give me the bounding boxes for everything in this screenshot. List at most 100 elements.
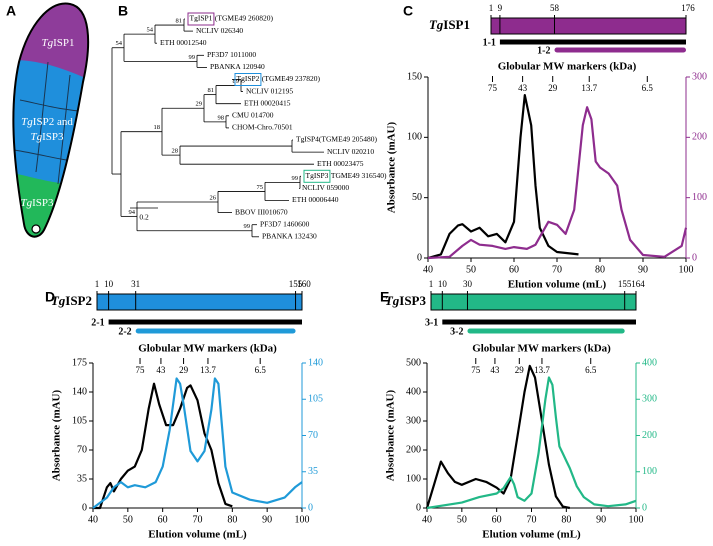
mw-label: 43: [518, 83, 528, 93]
y2-tick-label: 100: [642, 466, 657, 477]
x-tick-label: 100: [629, 514, 644, 525]
mw-label: 75: [471, 365, 481, 375]
cell-label: TgISP2 and: [21, 116, 73, 128]
y-tick-label: 140: [72, 386, 87, 397]
y-axis-title: Absorbance (mAU): [385, 389, 397, 481]
y-tick-label: 70: [77, 444, 87, 455]
bootstrap-value: 99: [244, 223, 251, 230]
panel-label: D: [45, 289, 55, 305]
x-tick-label: 70: [193, 514, 203, 525]
leaf-label: ETH 00006440: [292, 195, 339, 204]
y-tick-label: 105: [72, 415, 87, 426]
mw-label: 13.7: [534, 365, 550, 375]
x-tick-label: 60: [509, 264, 519, 275]
bootstrap-value: 28: [172, 148, 179, 155]
y-axis-title: Absorbance (mAU): [386, 121, 398, 213]
construct-label: 2-2: [118, 326, 131, 337]
protein-tick-label: 58: [550, 3, 560, 13]
x-tick-label: 70: [527, 514, 537, 525]
y-tick-label: 100: [407, 132, 422, 143]
cell-outline: [12, 2, 90, 238]
leaf-label: PBANKA 120940: [210, 62, 265, 71]
protein-tick-label: 9: [498, 3, 503, 13]
x-tick-label: 40: [422, 514, 432, 525]
mw-title: Globular MW markers (kDa): [498, 61, 637, 73]
leaf-label: ETH 00012540: [160, 38, 207, 47]
y2-tick-label: 200: [642, 430, 657, 441]
basal-complex: [31, 224, 41, 234]
leaf-box: [187, 12, 215, 26]
mw-title: Globular MW markers (kDa): [138, 343, 277, 355]
y-tick-label: 0: [82, 502, 87, 513]
bootstrap-value: 54: [116, 40, 123, 47]
y2-tick-label: 400: [642, 357, 657, 368]
series-line: [426, 376, 637, 510]
construct-bar: [135, 328, 296, 334]
protein-tick-label: 30: [463, 279, 473, 289]
leaf-label: (TGME49 260820): [215, 14, 274, 23]
y2-tick-label: 35: [308, 466, 318, 477]
x-tick-label: 50: [123, 514, 133, 525]
protein-tick-label: 155: [289, 279, 303, 289]
leaf-label: BBOV III010670: [235, 207, 288, 216]
y-tick-label: 300: [406, 415, 421, 426]
y-tick-label: 400: [406, 386, 421, 397]
x-tick-label: 50: [466, 264, 476, 275]
bootstrap-value: 99: [292, 175, 299, 182]
leaf-label: CMU 014700: [232, 111, 274, 120]
x-tick-label: 60: [492, 514, 502, 525]
mw-label: 29: [179, 365, 189, 375]
leaf-label: CHOM-Chro.70501: [232, 123, 293, 132]
protein-bar: [490, 17, 687, 35]
leaf-box: [234, 73, 262, 86]
protein-name: TgISP2: [51, 293, 92, 308]
y-tick-label: 50: [412, 192, 422, 203]
x-tick-label: 90: [638, 264, 648, 275]
mw-title: Globular MW markers (kDa): [472, 343, 611, 355]
mw-label: 6.5: [642, 83, 654, 93]
leaf-label: (TGME49 237820): [262, 74, 321, 83]
mw-label: 29: [515, 365, 525, 375]
leaf-label: TgISP1: [190, 14, 213, 23]
y2-tick-label: 140: [308, 357, 323, 368]
x-tick-label: 100: [295, 514, 310, 525]
mw-label: 75: [136, 365, 146, 375]
y-tick-label: 100: [406, 473, 421, 484]
bootstrap-value: 99: [189, 54, 196, 61]
leaf-label: TGME49 316540): [331, 171, 387, 180]
bootstrap-value: 94: [129, 209, 136, 216]
construct-label: 1-2: [537, 45, 550, 56]
protein-tick-label: 1: [489, 3, 494, 13]
bootstrap-value: 81: [176, 18, 183, 25]
y2-tick-label: 0: [692, 252, 697, 263]
x-axis-title: Elution volume (mL): [508, 279, 607, 291]
leaf-label: NCLIV 026340: [196, 26, 243, 35]
panel-label: E: [380, 289, 389, 305]
protein-tick-label: 160: [297, 279, 311, 289]
protein-tick-label: 155: [618, 279, 632, 289]
bootstrap-value: 18: [154, 124, 161, 131]
mw-label: 6.5: [255, 365, 267, 375]
y-tick-label: 200: [406, 444, 421, 455]
protein-tick-label: 1: [95, 279, 100, 289]
x-axis-title: Elution volume (mL): [482, 529, 581, 541]
suture-line: [13, 61, 89, 185]
mw-label: 43: [156, 365, 166, 375]
x-tick-label: 90: [596, 514, 606, 525]
bootstrap-value: 89: [233, 78, 240, 85]
bootstrap-value: 26: [210, 194, 217, 201]
protein-tick-label: 1: [429, 279, 434, 289]
cell-label: TgISP3: [20, 197, 54, 209]
mw-label: 75: [488, 83, 498, 93]
y2-tick-label: 300: [692, 71, 707, 82]
protein-name: TgISP1: [429, 17, 470, 32]
protein-bar: [96, 293, 303, 311]
leaf-label: NCLIV 020210: [327, 147, 374, 156]
series-line: [92, 377, 303, 509]
leaf-label: NCLIV 059000: [302, 183, 349, 192]
series-line: [427, 106, 688, 260]
leaf-label: ETH 00023475: [317, 159, 364, 168]
x-tick-label: 80: [561, 514, 571, 525]
y-tick-label: 500: [406, 357, 421, 368]
